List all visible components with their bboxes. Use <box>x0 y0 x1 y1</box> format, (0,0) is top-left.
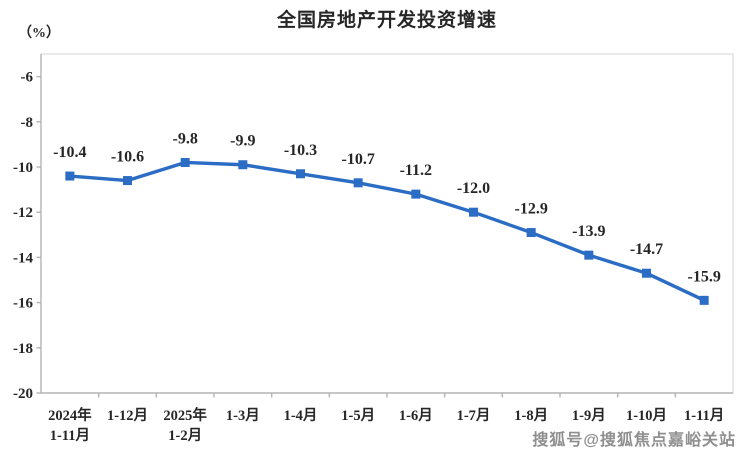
data-point-label: -11.2 <box>400 162 432 179</box>
x-tick-label: 1-12月 <box>107 407 148 424</box>
data-point-label: -15.9 <box>688 268 721 285</box>
data-point-label: -12.9 <box>515 201 548 218</box>
data-point-label: -12.0 <box>457 180 490 197</box>
y-tick-label: -12 <box>13 205 33 221</box>
data-point-marker <box>123 176 132 186</box>
data-point-marker <box>699 295 709 305</box>
data-point-label: -10.4 <box>53 144 86 161</box>
plot-border <box>41 53 734 393</box>
x-tick-label: 1-10月 <box>626 407 667 424</box>
x-tick-label: 1-6月 <box>399 407 433 424</box>
data-point-label: -13.9 <box>572 223 605 240</box>
y-tick-label: -16 <box>13 296 33 312</box>
data-point-marker <box>238 160 248 170</box>
x-tick-label: 1-11月 <box>684 407 724 424</box>
x-tick-label: 1-7月 <box>457 407 491 424</box>
series-line <box>68 160 706 303</box>
data-point-marker <box>296 169 305 179</box>
x-tick-label: 1-3月 <box>226 407 260 424</box>
x-tick-label: 2025年 1-2月 <box>163 406 207 444</box>
data-point-label: -10.6 <box>111 149 144 166</box>
watermark-text: 搜狐号@搜狐焦点嘉峪关站 <box>532 432 736 449</box>
x-tick-label: 1-9月 <box>572 407 606 424</box>
data-point-marker <box>584 250 594 260</box>
data-point-marker <box>411 189 421 199</box>
data-point-label: -10.7 <box>342 151 375 168</box>
y-tick-label: -18 <box>13 341 33 357</box>
y-tick-label: -14 <box>13 250 33 266</box>
chart-title: 全国房地产开发投资增速 <box>276 10 497 31</box>
x-tick-label: 2024年 1-11月 <box>48 406 92 444</box>
data-point-label: -14.7 <box>630 241 663 258</box>
data-point-marker <box>469 207 478 217</box>
data-point-label: -10.3 <box>284 142 317 159</box>
y-axis-unit-label: （%） <box>18 26 60 41</box>
x-tick-label: 1-5月 <box>341 407 375 424</box>
data-point-marker <box>526 228 536 238</box>
y-tick-label: -8 <box>21 115 34 131</box>
x-tick-label: 1-4月 <box>284 407 318 424</box>
data-point-marker <box>642 268 651 278</box>
y-tick-label: -10 <box>13 160 33 176</box>
data-point-marker <box>65 171 75 181</box>
y-tick-label: -6 <box>21 70 34 86</box>
x-tick-label: 1-8月 <box>514 407 548 424</box>
data-point-marker <box>353 178 363 188</box>
y-tick-label: -20 <box>13 386 33 402</box>
data-point-marker <box>180 157 190 167</box>
data-point-label: -9.9 <box>230 133 255 150</box>
data-point-label: -9.8 <box>173 130 198 147</box>
